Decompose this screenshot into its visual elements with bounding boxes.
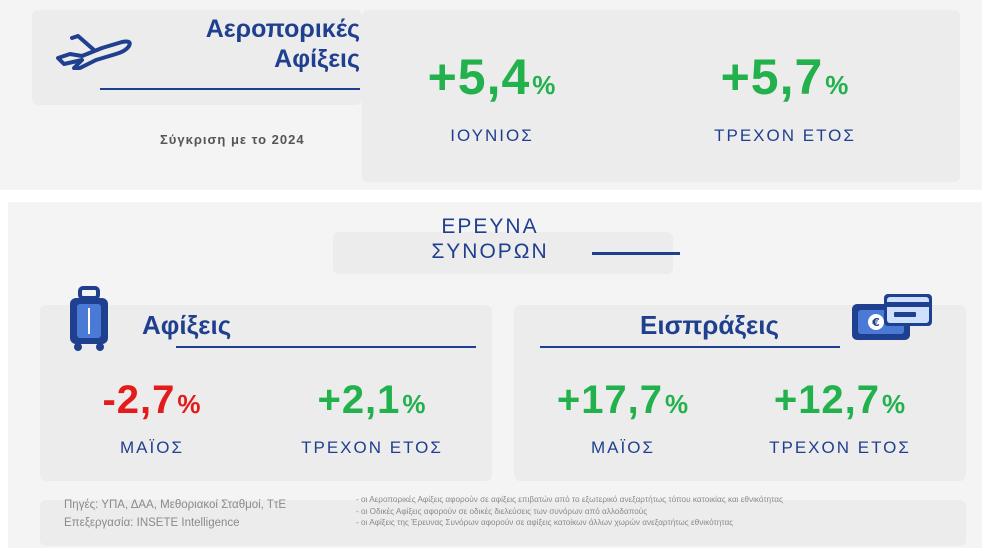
air-arrivals-title-underline xyxy=(100,88,360,90)
air-arrivals-title: Αεροπορικές Αφίξεις xyxy=(150,14,360,74)
comparison-note: Σύγκριση με το 2024 xyxy=(160,132,305,147)
footer-notes: - οι Αεροπορικές Αφίξεις αφορούν σε αφίξ… xyxy=(356,494,961,529)
border-survey-underline xyxy=(592,252,680,255)
current-year-receipts-change-value: +12,7% xyxy=(773,378,907,422)
current-year-air-label: ΤΡΕΧΟΝ ΕΤΟΣ xyxy=(714,126,856,145)
current-year-arrivals-label: ΤΡΕΧΟΝ ΕΤΟΣ xyxy=(301,438,443,457)
svg-text:€: € xyxy=(871,316,880,329)
footer-note: - οι Αφίξεις της Έρευνας Συνόρων αφορούν… xyxy=(356,518,734,527)
footer-panel xyxy=(40,500,966,546)
current-year-arrivals-change-value: +2,1% xyxy=(317,378,427,422)
footer-note: - οι Οδικές Αφίξεις αφορούν σε οδικές δι… xyxy=(356,506,648,516)
receipts-title: Εισπράξεις xyxy=(640,310,779,340)
may-arrivals-label: ΜΑΪΟΣ xyxy=(120,438,184,457)
receipts-title-underline xyxy=(540,346,840,348)
current-year-receipts-label: ΤΡΕΧΟΝ ΕΤΟΣ xyxy=(769,438,911,457)
arrivals-title-underline xyxy=(176,346,476,348)
air-arrivals-title-line2: Αφίξεις xyxy=(274,45,360,73)
air-arrivals-kpi-panel xyxy=(362,10,960,182)
current-year-air-change-value: +5,7% xyxy=(720,49,850,105)
airplane-icon xyxy=(52,24,134,72)
june-change-value: +5,4% xyxy=(427,49,557,105)
arrivals-title: Αφίξεις xyxy=(142,310,232,340)
footer-note: - οι Αεροπορικές Αφίξεις αφορούν σε αφίξ… xyxy=(356,495,783,504)
credit-card-euro-icon: € xyxy=(850,292,934,342)
may-receipts-change-value: +17,7% xyxy=(556,378,690,422)
border-survey-title-line1: ΕΡΕΥΝΑ xyxy=(441,215,539,238)
footer-processing-line: Επεξεργασία: INSETE Intelligence xyxy=(64,517,240,529)
arrivals-card xyxy=(40,305,492,481)
border-survey-title-line2: ΣΥΝΟΡΩΝ xyxy=(431,240,549,263)
may-arrivals-change-value: -2,7% xyxy=(102,378,202,422)
june-label: ΙΟΥΝΙΟΣ xyxy=(450,126,534,145)
border-survey-title: ΕΡΕΥΝΑ ΣΥΝΟΡΩΝ xyxy=(400,214,580,264)
air-arrivals-title-line1: Αεροπορικές xyxy=(205,15,360,43)
footer-sources: Πηγές: ΥΠΑ, ΔΑΑ, Μεθοριακοί Σταθμοί, ΤτΕ… xyxy=(64,496,286,532)
may-receipts-label: ΜΑΪΟΣ xyxy=(591,438,655,457)
footer-sources-line: Πηγές: ΥΠΑ, ΔΑΑ, Μεθοριακοί Σταθμοί, ΤτΕ xyxy=(64,499,287,511)
luggage-icon xyxy=(66,286,112,352)
